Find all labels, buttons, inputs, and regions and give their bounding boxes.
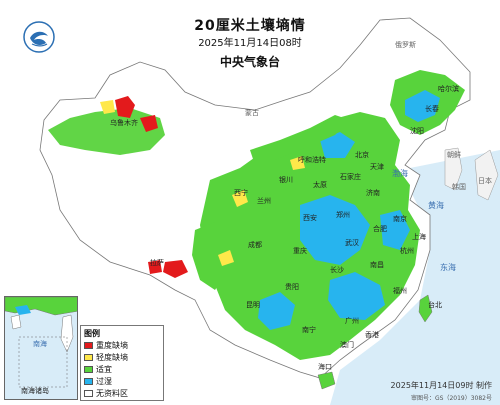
legend-item-light: 轻度缺墒	[84, 351, 160, 363]
city-label-nanjing: 南京	[393, 215, 407, 223]
taiwan-island	[418, 294, 433, 323]
hainan-island	[317, 371, 336, 390]
city-label-tianjin: 天津	[370, 163, 384, 171]
city-label-guiyang: 贵阳	[285, 283, 299, 291]
city-label-guangzhou: 广州	[345, 317, 359, 325]
country-label-mongolia: 蒙古	[245, 109, 259, 117]
legend-item-wet: 过湿	[84, 375, 160, 387]
legend-swatch-suitable	[84, 365, 93, 373]
inset-sea-label: 南海	[33, 340, 47, 348]
map-subtitle: 2025年11月14日08时	[198, 38, 302, 49]
city-label-changchun: 长春	[425, 105, 439, 113]
legend-swatch-severe	[84, 341, 93, 349]
city-label-xian: 西安	[303, 214, 317, 222]
city-label-taibei: 台北	[428, 301, 442, 309]
country-label-japan: 日本	[478, 177, 492, 185]
legend-label-severe: 重度缺墒	[96, 340, 128, 350]
city-label-wulumuqi: 乌鲁木齐	[110, 119, 138, 127]
city-label-shanghai: 上海	[412, 233, 426, 241]
legend-item-suitable: 适宜	[84, 363, 160, 375]
legend-swatch-wet	[84, 377, 93, 385]
suitable-region-southwest	[192, 222, 230, 290]
legend-swatch-nodata	[84, 389, 93, 397]
light-drought-xinjiang	[100, 100, 115, 114]
sea-label-donghai: 东海	[440, 263, 456, 272]
city-label-taiyuan: 太原	[313, 181, 327, 189]
country-label-russia: 俄罗斯	[395, 41, 416, 49]
production-time: 2025年11月14日09时 制作	[390, 381, 492, 390]
east-sea	[330, 150, 500, 405]
city-label-huhehaote: 呼和浩特	[298, 156, 326, 164]
map-title: 20厘米土壤墒情	[194, 18, 306, 34]
legend-label-wet: 过湿	[96, 376, 112, 386]
suitable-region-northwest	[48, 108, 165, 155]
city-label-beijing: 北京	[355, 151, 369, 159]
south-china-sea-inset: 南海 南海诸岛	[4, 296, 78, 400]
severe-drought-xinjiang	[115, 96, 135, 118]
sea-label-bohai: 渤海	[392, 169, 408, 178]
light-drought-north	[290, 156, 305, 170]
suitable-region-inner-mongolia	[250, 115, 350, 165]
legend-label-nodata: 无资料区	[96, 388, 128, 398]
severe-drought-tibet-2	[148, 260, 162, 274]
wet-region-northeast	[405, 90, 440, 122]
city-label-hangzhou: 杭州	[400, 247, 414, 255]
legend-item-nodata: 无资料区	[84, 387, 160, 399]
map-header: 20厘米土壤墒情 2025年11月14日08时 中央气象台	[150, 18, 350, 70]
inset-map	[5, 297, 77, 388]
legend-label-suitable: 适宜	[96, 364, 112, 374]
legend-label-light: 轻度缺墒	[96, 352, 128, 362]
city-label-xining: 西宁	[234, 189, 248, 197]
map-agency: 中央气象台	[219, 55, 280, 69]
legend-title: 图例	[84, 329, 100, 338]
city-label-zhengzhou: 郑州	[336, 211, 350, 219]
wet-region-north	[320, 132, 355, 158]
wet-region-east-coast	[380, 210, 410, 250]
city-label-yinchuan: 银川	[279, 176, 293, 184]
inset-label: 南海诸岛	[21, 387, 49, 395]
city-label-chongqing: 重庆	[293, 247, 307, 255]
map-approval-number: 审图号：GS（2019）3082号	[411, 395, 492, 402]
wet-region-southwest	[258, 292, 295, 330]
city-label-wuhan: 武汉	[345, 239, 359, 247]
country-label-korea: 朝鲜	[447, 151, 461, 159]
legend: 图例 重度缺墒 轻度缺墒 适宜 过湿 无资料区	[80, 325, 164, 401]
severe-drought-xinjiang-2	[140, 115, 158, 132]
city-label-fuzhou: 福州	[393, 287, 407, 295]
city-label-chengdu: 成都	[248, 241, 262, 249]
city-label-shijiazhuang: 石家庄	[340, 173, 361, 181]
city-label-jinan: 济南	[366, 189, 380, 197]
sea-label-huanghai: 黄海	[428, 201, 444, 210]
light-drought-gansu	[232, 190, 248, 207]
city-label-lasa: 拉萨	[150, 259, 164, 267]
country-label-hanguo: 韩国	[452, 183, 466, 191]
cma-logo-icon	[22, 20, 56, 54]
light-drought-yunnan	[218, 250, 234, 266]
city-label-xianggang: 香港	[365, 331, 379, 339]
korea-peninsula	[444, 147, 463, 191]
city-label-hefei: 合肥	[373, 225, 387, 233]
city-label-changsha: 长沙	[330, 266, 344, 274]
city-label-nanning: 南宁	[302, 326, 316, 334]
city-label-harbin: 哈尔滨	[438, 85, 459, 93]
japan-islands	[474, 149, 499, 201]
legend-item-severe: 重度缺墒	[84, 339, 160, 351]
legend-swatch-light	[84, 353, 93, 361]
city-label-lanzhou: 兰州	[257, 197, 271, 205]
city-label-aomen: 澳门	[340, 341, 354, 349]
city-label-haikou: 海口	[318, 363, 332, 371]
wet-region-center	[300, 195, 370, 265]
city-label-kunming: 昆明	[246, 301, 260, 309]
wet-region-south	[328, 272, 385, 320]
severe-drought-tibet	[163, 260, 188, 278]
city-label-shenyang: 沈阳	[410, 127, 424, 135]
city-label-nanchang: 南昌	[370, 261, 384, 269]
